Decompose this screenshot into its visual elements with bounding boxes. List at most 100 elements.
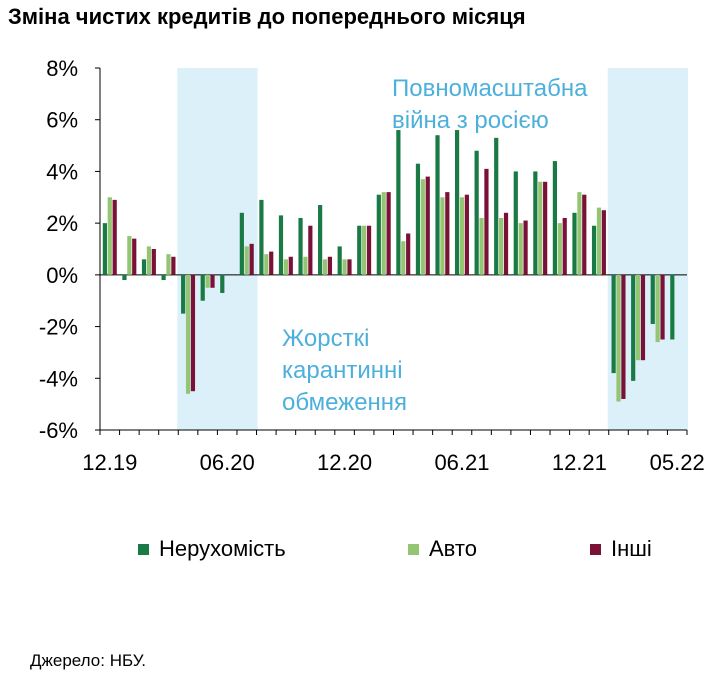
legend-label: Нерухомість xyxy=(159,536,286,561)
legend-swatch xyxy=(590,543,601,555)
bar-3-12.19 xyxy=(112,199,117,275)
x-tick-label: 12.20 xyxy=(317,450,372,475)
bar-3-02.20 xyxy=(151,249,156,275)
bar-1-11.21 xyxy=(552,161,558,275)
y-tick-label: 6% xyxy=(46,108,78,133)
bar-2-07.20 xyxy=(244,246,249,275)
bar-2-07.21 xyxy=(479,217,484,275)
bar-3-12.21 xyxy=(582,194,587,275)
bar-2-03.22 xyxy=(635,274,641,361)
annotation-quarantine-line: Жорсткі xyxy=(282,325,369,352)
bar-2-05.21 xyxy=(440,197,445,275)
bar-2-08.20 xyxy=(264,254,269,275)
bar-3-01.22 xyxy=(601,210,606,275)
bar-2-01.20 xyxy=(127,236,132,275)
bar-2-12.19 xyxy=(107,197,112,275)
bar-1-04.22 xyxy=(650,274,655,324)
bar-1-05.21 xyxy=(435,135,440,275)
bar-2-02.20 xyxy=(146,246,152,275)
bar-3-06.21 xyxy=(464,194,469,275)
bar-1-03.22 xyxy=(631,274,636,381)
y-tick-label: 8% xyxy=(46,56,78,81)
chart-title: Зміна чистих кредитів до попереднього мі… xyxy=(8,4,526,29)
bar-2-11.20 xyxy=(322,259,328,275)
annotation-war-line: Повномасштабна xyxy=(392,75,588,102)
bar-3-04.21 xyxy=(425,176,430,275)
chart-legend: Нерухомість Авто Інші xyxy=(0,536,719,566)
bar-1-02.21 xyxy=(376,194,381,275)
annotation-quarantine-line: карантинні xyxy=(282,357,403,384)
bar-2-08.21 xyxy=(499,217,504,275)
bar-2-02.21 xyxy=(381,192,386,275)
bar-1-09.20 xyxy=(278,215,284,275)
bar-1-02.22 xyxy=(611,274,616,374)
x-tick-label: 06.20 xyxy=(200,450,255,475)
legend-item: Інші xyxy=(590,536,652,562)
bar-3-02.22 xyxy=(621,274,626,399)
bar-2-01.22 xyxy=(596,207,602,275)
x-tick-label: 05.22 xyxy=(650,450,705,475)
annotation-quarantine-line: обмеження xyxy=(282,389,407,416)
bar-2-01.21 xyxy=(362,225,367,275)
bar-1-03.20 xyxy=(161,274,166,281)
bar-3-01.21 xyxy=(366,225,372,275)
bar-3-03.20 xyxy=(171,256,176,275)
bar-2-04.20 xyxy=(185,274,191,394)
bar-3-10.20 xyxy=(308,225,313,275)
chart-plot: -6% -4% -2% 0% 2% 4% 6% 8% 12.19 06.20 12.20 06.21 1… xyxy=(39,56,705,475)
bar-2-03.20 xyxy=(166,254,171,275)
bar-1-10.21 xyxy=(533,171,538,275)
bar-2-10.20 xyxy=(303,256,308,275)
bar-2-10.21 xyxy=(538,181,543,275)
bar-1-11.20 xyxy=(318,205,323,275)
bar-2-02.22 xyxy=(616,274,621,402)
y-tick-label: 4% xyxy=(46,159,78,184)
bar-3-08.20 xyxy=(269,251,274,275)
source-note: Джерело: НБУ. xyxy=(30,651,147,670)
y-tick-label: 0% xyxy=(46,263,78,288)
bar-1-04.20 xyxy=(181,274,186,314)
y-tick-label: -6% xyxy=(39,418,78,443)
legend-item: Авто xyxy=(408,536,477,562)
bar-3-09.21 xyxy=(523,220,528,275)
bar-1-08.21 xyxy=(494,137,499,275)
x-tick-label: 12.21 xyxy=(552,450,607,475)
bar-2-12.20 xyxy=(342,259,347,275)
bar-3-05.20 xyxy=(210,274,215,288)
x-tick-label: 06.21 xyxy=(434,450,489,475)
bar-1-12.21 xyxy=(572,212,577,275)
bar-2-04.21 xyxy=(420,179,425,275)
bar-1-05.22 xyxy=(670,274,675,340)
bar-3-02.21 xyxy=(386,192,391,275)
bar-3-08.21 xyxy=(503,212,509,275)
bar-1-04.21 xyxy=(415,163,421,275)
bar-1-09.21 xyxy=(513,171,518,275)
legend-item: Нерухомість xyxy=(138,536,286,562)
bar-3-12.20 xyxy=(347,259,352,275)
bar-3-04.20 xyxy=(190,274,196,392)
bar-1-07.21 xyxy=(474,150,479,275)
bar-2-09.21 xyxy=(518,223,523,275)
bar-1-06.21 xyxy=(454,130,460,275)
bar-3-11.20 xyxy=(327,256,333,275)
bar-1-05.20 xyxy=(200,274,205,301)
bar-2-11.21 xyxy=(557,223,562,275)
bar-1-12.20 xyxy=(337,246,342,275)
bar-1-03.21 xyxy=(396,130,401,275)
bar-1-12.19 xyxy=(102,223,107,275)
bar-3-04.22 xyxy=(660,274,665,340)
bar-3-07.21 xyxy=(484,168,489,275)
bar-1-02.20 xyxy=(141,259,147,275)
y-tick-label: 2% xyxy=(46,211,78,236)
bar-1-07.20 xyxy=(239,212,244,275)
x-tick-label: 12.19 xyxy=(82,450,137,475)
shaded-period-1 xyxy=(177,68,258,430)
y-tick-label: -4% xyxy=(39,366,78,391)
shaded-period-2 xyxy=(607,68,688,430)
bar-1-08.20 xyxy=(259,199,264,275)
bar-3-03.21 xyxy=(406,233,411,275)
bar-3-10.21 xyxy=(543,181,548,275)
bar-3-03.22 xyxy=(640,274,646,361)
legend-swatch xyxy=(138,543,149,555)
bar-2-06.21 xyxy=(459,197,465,275)
